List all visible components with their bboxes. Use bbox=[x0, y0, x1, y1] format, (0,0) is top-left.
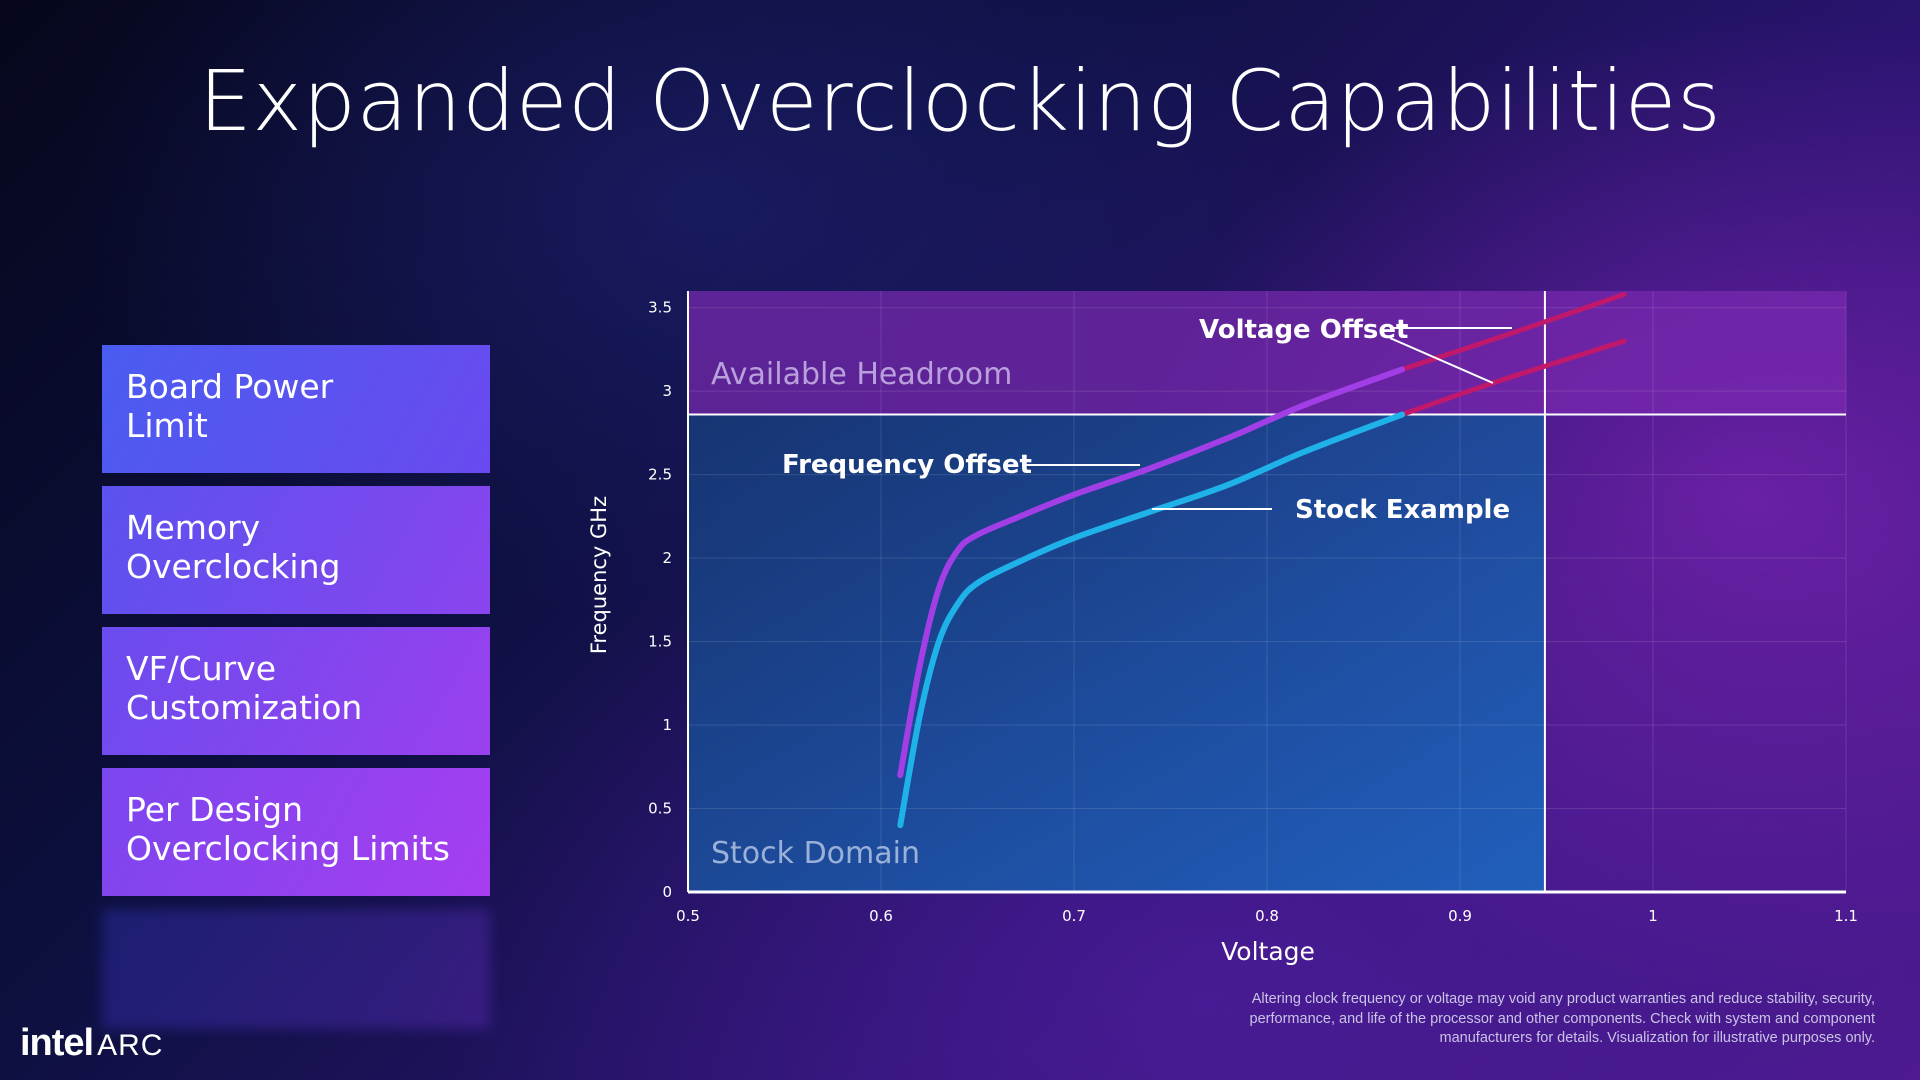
feature-card-list: Board Power Limit Memory Overclocking VF… bbox=[102, 345, 490, 1042]
logo-product: ARC bbox=[97, 1029, 164, 1062]
feature-card-per-design: Per Design Overclocking Limits bbox=[102, 768, 490, 896]
y-tick-label: 3.5 bbox=[648, 299, 672, 317]
disclaimer: Altering clock frequency or voltage may … bbox=[1180, 990, 1875, 1049]
disclaimer-line: Altering clock frequency or voltage may … bbox=[1251, 991, 1875, 1007]
feature-card-line: Memory bbox=[126, 508, 261, 547]
y-tick-label: 1.5 bbox=[648, 633, 672, 651]
feature-card-line: Limit bbox=[126, 406, 208, 445]
chart-ticks: 0.5 0.6 0.7 0.8 0.9 1 1.100.511.522.533.5 bbox=[648, 299, 1858, 925]
annotation-stock-example: Stock Example bbox=[1295, 495, 1510, 525]
feature-card-line: Board Power bbox=[126, 367, 334, 406]
x-tick-label: 0.9 bbox=[1448, 907, 1472, 925]
y-tick-label: 0 bbox=[662, 883, 672, 901]
page-title: Expanded Overclocking Capabilities bbox=[198, 52, 1722, 150]
feature-card-vf-curve: VF/Curve Customization bbox=[102, 627, 490, 755]
y-tick-label: 2 bbox=[662, 549, 672, 567]
disclaimer-line: manufacturers for details. Visualization… bbox=[1439, 1030, 1875, 1046]
x-tick-label: 1 bbox=[1648, 907, 1658, 925]
feature-card-line: Overclocking bbox=[126, 547, 341, 586]
x-tick-label: 0.8 bbox=[1255, 907, 1279, 925]
feature-card-board-power: Board Power Limit bbox=[102, 345, 490, 473]
annotation-voltage-offset: Voltage Offset bbox=[1199, 315, 1408, 345]
y-tick-label: 3 bbox=[662, 382, 672, 400]
x-tick-label: 0.6 bbox=[869, 907, 893, 925]
x-tick-label: 0.7 bbox=[1062, 907, 1086, 925]
feature-card-line: Per Design bbox=[126, 790, 304, 829]
leader-line bbox=[1389, 337, 1494, 384]
feature-card-line: Overclocking Limits bbox=[126, 829, 450, 868]
series-line-stock-example bbox=[897, 411, 1406, 829]
region-label-stock-domain: Stock Domain bbox=[711, 836, 920, 871]
feature-card-line: Customization bbox=[126, 688, 363, 727]
y-axis-label: Frequency GHz bbox=[587, 496, 611, 654]
chart-axes bbox=[687, 291, 1846, 894]
feature-card-memory: Memory Overclocking bbox=[102, 486, 490, 614]
feature-card-reflection bbox=[102, 909, 490, 1029]
feature-card-line: VF/Curve bbox=[126, 649, 277, 688]
series-line-frequency-offset bbox=[897, 366, 1406, 779]
region-stock-domain bbox=[688, 414, 1545, 892]
chart-regions bbox=[688, 291, 1846, 892]
region-available-headroom bbox=[688, 291, 1846, 415]
disclaimer-line: performance, and life of the processor a… bbox=[1249, 1010, 1875, 1027]
x-tick-label: 0.5 bbox=[676, 907, 700, 925]
chart-grid bbox=[687, 291, 1847, 893]
y-tick-label: 1 bbox=[662, 716, 672, 734]
x-tick-label: 1.1 bbox=[1834, 907, 1858, 925]
annotation-frequency-offset: Frequency Offset bbox=[782, 450, 1032, 480]
region-label-headroom: Available Headroom bbox=[711, 357, 1012, 392]
x-axis-label: Voltage bbox=[1221, 937, 1315, 966]
intel-arc-logo: intel ARC bbox=[20, 1022, 163, 1065]
y-tick-label: 2.5 bbox=[648, 466, 672, 484]
series-extension-stock-example bbox=[1399, 338, 1627, 418]
y-tick-label: 0.5 bbox=[648, 800, 672, 818]
chart-series bbox=[897, 291, 1627, 829]
series-extension-frequency-offset bbox=[1399, 291, 1627, 372]
logo-brand: intel bbox=[20, 1022, 94, 1064]
